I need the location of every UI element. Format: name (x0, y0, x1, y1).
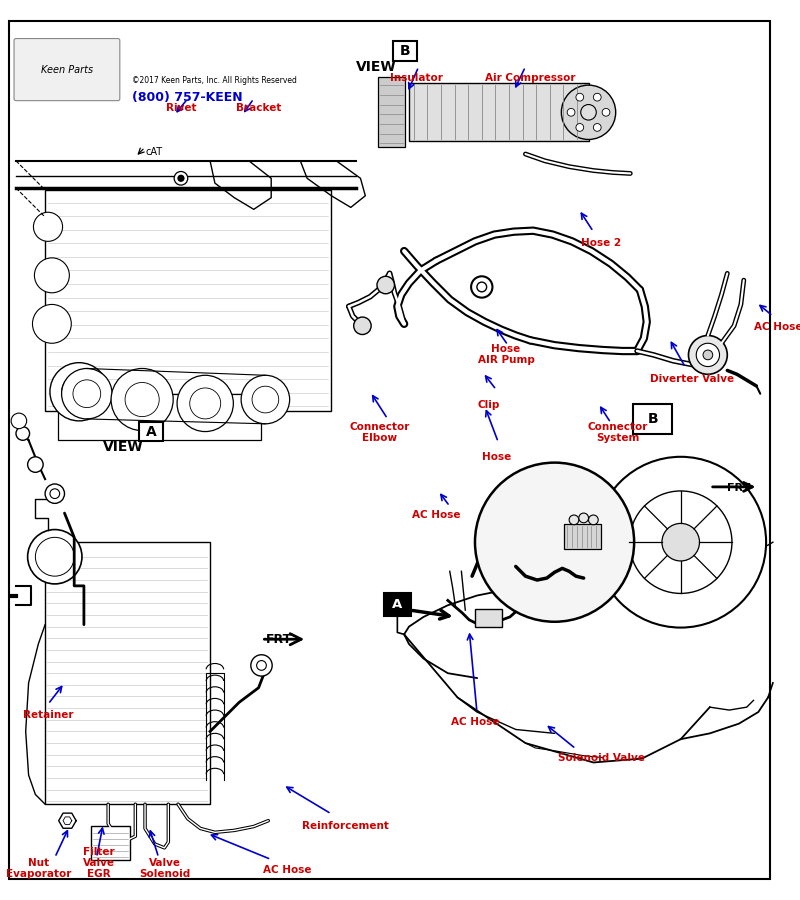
Text: EGR: EGR (86, 869, 110, 879)
Circle shape (696, 343, 719, 366)
Text: Elbow: Elbow (362, 433, 398, 443)
Circle shape (581, 104, 596, 120)
Circle shape (602, 108, 610, 116)
Text: Hose 2: Hose 2 (581, 238, 621, 248)
Text: Nut: Nut (28, 859, 49, 868)
Text: ©2017 Keen Parts, Inc. All Rights Reserved: ©2017 Keen Parts, Inc. All Rights Reserv… (133, 76, 298, 86)
Circle shape (35, 537, 74, 576)
Text: Connector: Connector (350, 421, 410, 432)
Bar (45, 542, 210, 805)
Bar (45, 190, 331, 411)
Text: Clip: Clip (478, 400, 500, 410)
Circle shape (177, 375, 234, 432)
Text: Hose: Hose (482, 452, 511, 462)
Circle shape (562, 86, 616, 140)
Bar (475, 609, 502, 626)
Circle shape (257, 661, 266, 670)
Circle shape (241, 375, 290, 424)
Circle shape (689, 336, 727, 374)
Circle shape (579, 513, 589, 523)
Circle shape (178, 176, 184, 181)
FancyBboxPatch shape (14, 39, 120, 101)
Text: Connector: Connector (587, 421, 648, 432)
Circle shape (174, 172, 188, 185)
Bar (378, 77, 405, 148)
Text: System: System (596, 433, 639, 443)
Circle shape (111, 368, 173, 430)
FancyBboxPatch shape (384, 592, 411, 616)
Circle shape (477, 282, 486, 292)
Circle shape (251, 655, 272, 676)
Circle shape (34, 212, 62, 241)
Text: FRT: FRT (266, 633, 292, 646)
Circle shape (569, 515, 579, 525)
Circle shape (662, 524, 699, 561)
Text: Bracket: Bracket (236, 103, 282, 112)
Text: Hose: Hose (491, 344, 521, 354)
Circle shape (471, 276, 493, 298)
Circle shape (594, 94, 601, 101)
Circle shape (630, 491, 732, 593)
Circle shape (190, 388, 221, 418)
Text: Valve: Valve (149, 859, 181, 868)
Text: VIEW: VIEW (356, 60, 396, 74)
Text: A: A (392, 598, 402, 611)
Circle shape (28, 457, 43, 472)
Text: Retainer: Retainer (22, 710, 74, 720)
Text: AC Hose: AC Hose (450, 717, 499, 727)
Circle shape (703, 350, 713, 360)
Text: AC Hose: AC Hose (754, 322, 800, 332)
Circle shape (377, 276, 394, 293)
Bar (58, 393, 262, 440)
Circle shape (34, 258, 70, 292)
Text: AC Hose: AC Hose (263, 865, 312, 876)
Text: AIR Pump: AIR Pump (478, 355, 534, 365)
Text: Filter: Filter (82, 848, 114, 858)
Circle shape (576, 123, 584, 131)
Circle shape (576, 94, 584, 101)
Circle shape (62, 368, 112, 418)
Text: Valve: Valve (82, 859, 114, 868)
Bar (90, 825, 130, 860)
Text: Insulator: Insulator (390, 74, 443, 84)
Text: (800) 757-KEEN: (800) 757-KEEN (133, 91, 243, 104)
Circle shape (50, 363, 108, 421)
FancyBboxPatch shape (139, 422, 162, 441)
Text: Diverter Valve: Diverter Valve (650, 374, 734, 384)
Circle shape (62, 374, 97, 410)
Bar (409, 83, 589, 141)
FancyBboxPatch shape (394, 41, 417, 61)
Text: B: B (400, 44, 410, 58)
Text: FRT: FRT (727, 482, 750, 492)
Text: B: B (647, 412, 658, 426)
Circle shape (354, 317, 371, 335)
Bar (564, 524, 601, 549)
Circle shape (45, 484, 65, 503)
Circle shape (594, 123, 601, 131)
Text: cAT: cAT (145, 148, 162, 157)
Text: Solenoid: Solenoid (139, 869, 190, 879)
Circle shape (33, 304, 71, 343)
Circle shape (595, 457, 766, 627)
Text: Reinforcement: Reinforcement (302, 821, 390, 831)
Circle shape (475, 463, 634, 622)
Text: AC Hose: AC Hose (412, 510, 461, 520)
Circle shape (567, 108, 575, 116)
FancyBboxPatch shape (633, 404, 672, 434)
Text: Air Compressor: Air Compressor (485, 74, 575, 84)
Circle shape (11, 413, 26, 428)
Circle shape (589, 515, 598, 525)
Text: A: A (146, 425, 156, 438)
Text: Solenoid Valve: Solenoid Valve (558, 752, 645, 763)
Text: Rivet: Rivet (166, 103, 196, 112)
Text: VIEW: VIEW (103, 440, 144, 454)
Circle shape (16, 427, 30, 440)
Circle shape (28, 529, 82, 584)
Circle shape (73, 380, 101, 408)
Text: Keen Parts: Keen Parts (42, 65, 94, 75)
Circle shape (125, 382, 159, 417)
Text: Evaporator: Evaporator (6, 869, 71, 879)
Circle shape (252, 386, 278, 413)
Circle shape (50, 489, 60, 499)
